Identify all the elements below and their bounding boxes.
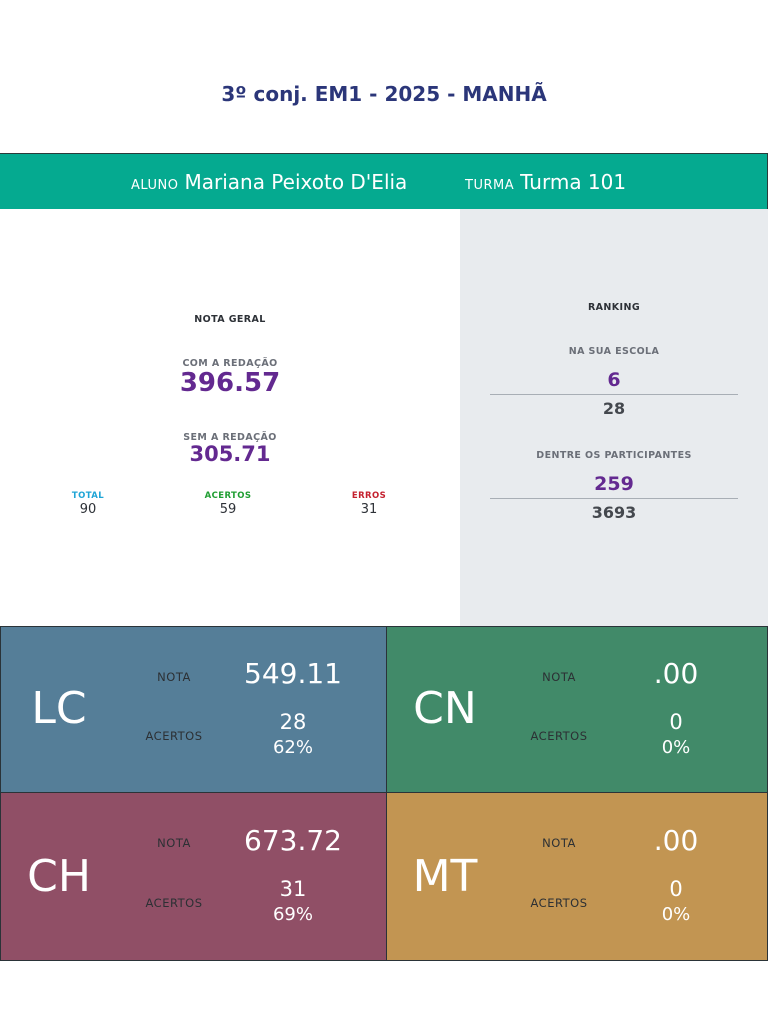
school-rank-label: NA SUA ESCOLA	[568, 346, 660, 357]
total-label: TOTAL	[71, 491, 105, 501]
with-essay-label: COM A REDAÇÃO	[182, 358, 278, 369]
participants-rank-total: 3693	[591, 503, 637, 522]
acertos-label: ACERTOS	[145, 729, 203, 743]
area-correct: 28	[279, 710, 307, 734]
participants-rank-divider	[490, 498, 738, 499]
area-correct: 0	[669, 877, 683, 901]
correct-label: ACERTOS	[204, 491, 252, 501]
participants-rank-position: 259	[594, 473, 634, 495]
class-name: Turma 101	[520, 170, 627, 194]
nota-label: NOTA	[542, 836, 576, 850]
student-name: Mariana Peixoto D'Elia	[184, 170, 408, 194]
acertos-label: ACERTOS	[145, 896, 203, 910]
class-group: TURMA Turma 101	[465, 170, 626, 194]
school-rank-divider	[490, 394, 738, 395]
area-percent: 62%	[272, 737, 313, 758]
acertos-label: ACERTOS	[530, 729, 588, 743]
area-tile-cn: CN NOTA .00 ACERTOS 0 0%	[386, 626, 768, 793]
area-correct: 0	[669, 710, 683, 734]
area-code: MT	[412, 851, 478, 902]
area-code: LC	[31, 683, 87, 734]
area-percent: 69%	[272, 904, 313, 925]
school-rank-position: 6	[607, 369, 621, 391]
total-value: 90	[79, 502, 97, 517]
student-info-bar: ALUNO Mariana Peixoto D'Elia TURMA Turma 1…	[0, 153, 768, 210]
area-tile-ch: CH NOTA 673.72 ACERTOS 31 69%	[0, 792, 387, 961]
nota-label: NOTA	[157, 836, 191, 850]
area-score: 549.11	[244, 657, 342, 690]
area-code: CN	[413, 683, 477, 734]
overall-score-panel: NOTA GERAL COM A REDAÇÃO 396.57 SEM A RE…	[0, 209, 460, 626]
nota-label: NOTA	[157, 670, 191, 684]
correct-value: 59	[219, 502, 237, 517]
area-correct: 31	[279, 877, 307, 901]
ranking-heading: RANKING	[587, 302, 641, 313]
ranking-panel: RANKING NA SUA ESCOLA 6 28 DENTRE OS PAR…	[460, 209, 768, 626]
aluno-label: ALUNO	[131, 178, 179, 193]
turma-label: TURMA	[465, 178, 515, 193]
participants-rank-label: DENTRE OS PARTICIPANTES	[536, 450, 692, 461]
without-essay-score: 305.71	[189, 442, 271, 466]
area-score: .00	[653, 824, 699, 857]
without-essay-label: SEM A REDAÇÃO	[183, 432, 277, 443]
school-rank-total: 28	[602, 399, 626, 418]
area-percent: 0%	[661, 737, 691, 758]
area-percent: 0%	[661, 904, 691, 925]
area-score: .00	[653, 657, 699, 690]
report-title: 3º conj. EM1 - 2025 - MANHÃ	[221, 82, 547, 106]
area-score: 673.72	[244, 824, 342, 857]
overall-score-heading: NOTA GERAL	[194, 314, 266, 325]
with-essay-score: 396.57	[179, 368, 281, 398]
acertos-label: ACERTOS	[530, 896, 588, 910]
errors-label: ERROS	[351, 491, 387, 501]
errors-value: 31	[360, 502, 378, 517]
area-tile-mt: MT NOTA .00 ACERTOS 0 0%	[386, 792, 768, 961]
nota-label: NOTA	[542, 670, 576, 684]
student-name-group: ALUNO Mariana Peixoto D'Elia	[131, 170, 407, 194]
area-code: CH	[27, 851, 91, 902]
area-tile-lc: LC NOTA 549.11 ACERTOS 28 62%	[0, 626, 387, 793]
